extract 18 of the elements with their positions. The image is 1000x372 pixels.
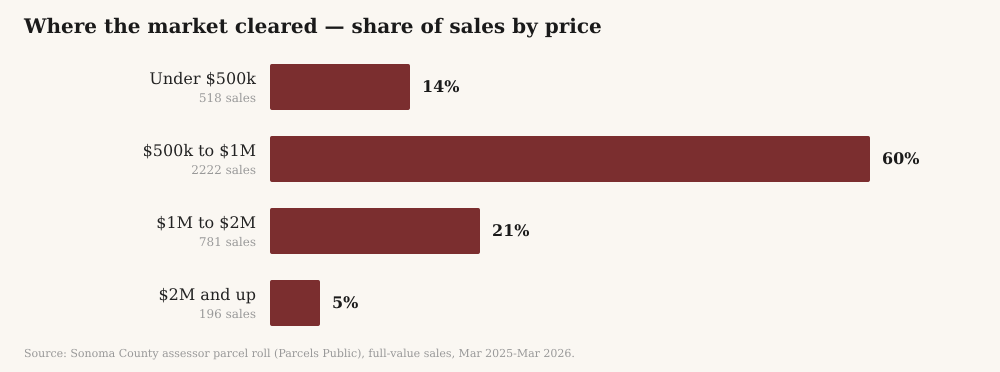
data-label: 14% [422, 77, 460, 96]
text: 2222 sales [191, 163, 256, 177]
data-label: 21% [492, 221, 530, 240]
y-tick-label: $2M and up [158, 285, 256, 304]
bar [270, 136, 870, 182]
data-label: 5% [332, 293, 358, 312]
chart-title: Where the market cleared — share of sales by price [23, 14, 602, 38]
text: 781 sales [198, 235, 256, 249]
y-tick-label: Under $500k [149, 69, 256, 88]
data-label: 60% [882, 149, 920, 168]
bar [270, 280, 320, 326]
text: 196 sales [198, 307, 256, 321]
bar [270, 208, 480, 254]
text: 518 sales [198, 91, 256, 105]
y-tick-label: $500k to $1M [142, 141, 256, 160]
source-note: Source: Sonoma County assessor parcel roll (Parcels Public), full-value sales, Mar 2025-Mar 2026. [24, 347, 575, 360]
bar [270, 64, 410, 110]
y-tick-label: $1M to $2M [156, 213, 256, 232]
